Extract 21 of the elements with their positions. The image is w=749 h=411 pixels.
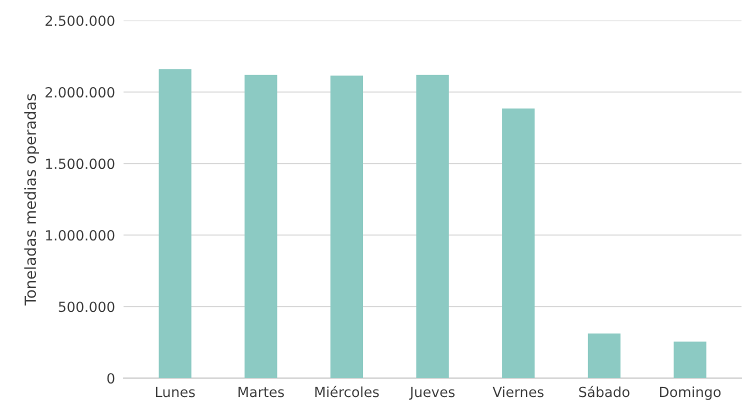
x-tick-label: Sábado [579, 386, 630, 398]
bar [244, 74, 278, 378]
bar [588, 333, 620, 378]
y-tick-label: 0 [107, 373, 114, 384]
y-tick-label: 2.000.000 [46, 87, 114, 98]
y-tick-label: 500.000 [58, 302, 114, 312]
x-tick-label: Domingo [660, 386, 721, 400]
x-tick-label: Viernes [492, 386, 544, 398]
bar [330, 76, 364, 378]
y-axis-title: Toneladas medias operadas [24, 94, 40, 306]
x-tick-label: Lunes [156, 386, 195, 398]
bar [674, 342, 706, 378]
x-tick-label: Miércoles [315, 386, 379, 398]
y-tick-label: 1.000.000 [46, 230, 114, 241]
x-tick-label: Martes [238, 386, 284, 398]
y-tick-label: 1.500.000 [46, 158, 114, 170]
bar [158, 69, 192, 378]
bar [502, 108, 535, 378]
bar [416, 74, 449, 378]
y-tick-label: 2.500.000 [46, 16, 114, 26]
x-tick-label: Jueves [409, 386, 455, 400]
